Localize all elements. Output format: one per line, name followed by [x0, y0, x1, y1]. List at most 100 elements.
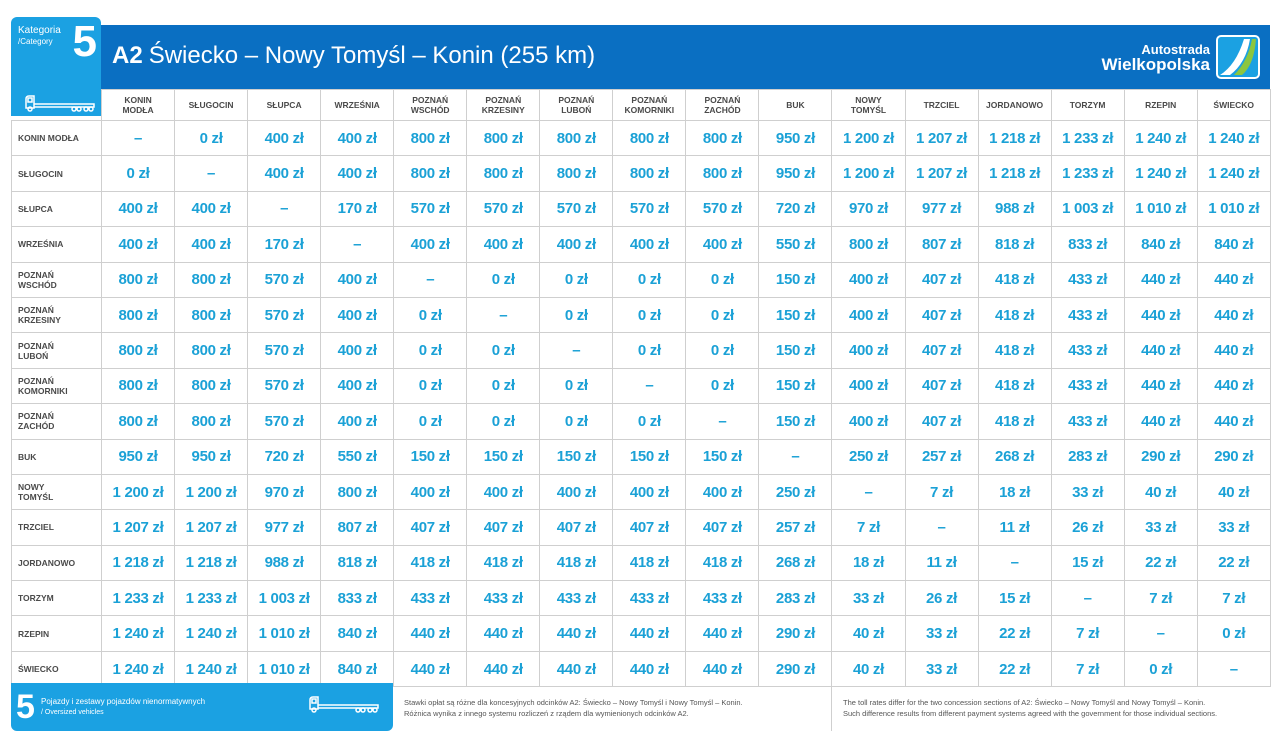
column-header-text: MODŁA: [122, 105, 154, 115]
row-header-text: TOMYŚL: [18, 492, 54, 503]
row-header-text: TRZCIEL: [18, 522, 54, 533]
category-badge: Kategoria /Category 5: [11, 17, 101, 116]
toll-cell: 150 zł: [612, 438, 687, 475]
toll-cell: 400 zł: [831, 332, 906, 369]
toll-cell: 0 zł: [1196, 615, 1271, 652]
toll-cell: 250 zł: [831, 438, 906, 475]
toll-cell: 150 zł: [758, 403, 833, 440]
column-header: POZNAŃ KRZESINY: [466, 89, 541, 121]
row-header: KONIN MODŁA: [11, 119, 102, 157]
column-header-text: POZNAŃ: [412, 95, 449, 105]
toll-cell: 400 zł: [320, 367, 395, 405]
toll-cell: 1 240 zł: [174, 650, 249, 688]
toll-cell: 0 zł: [466, 261, 541, 298]
table-row: POZNAŃ ZACHÓD 800 zł 800 zł 570 zł 400 zł 0 zł…: [11, 403, 1271, 440]
table-row: SŁUPCA 400 zł 400 zł –170 zł 570 zł 570 zł 570…: [11, 190, 1271, 228]
toll-cell: 800 zł: [685, 155, 760, 192]
toll-cell: 1 240 zł: [174, 615, 249, 652]
toll-cell: 290 zł: [1123, 438, 1198, 475]
toll-cell: 1 240 zł: [1196, 119, 1271, 157]
route-title: Świecko – Nowy Tomyśl – Konin (255 km): [148, 42, 596, 69]
toll-cell: –: [831, 473, 906, 511]
toll-cell: 400 zł: [320, 261, 395, 298]
toll-cell: 7 zł: [831, 509, 906, 546]
toll-cell: 0 zł: [466, 367, 541, 405]
toll-cell: 0 zł: [539, 403, 614, 440]
table-row: TORZYM 1 233 zł 1 233 zł 1 003 zł 833 zł 433 …: [11, 580, 1271, 617]
table-row: POZNAŃ LUBOŃ 800 zł 800 zł 570 zł 400 zł 0 zł 0…: [11, 332, 1271, 369]
toll-cell: 440 zł: [539, 650, 614, 688]
toll-cell: 440 zł: [1123, 332, 1198, 369]
toll-cell: 400 zł: [174, 226, 249, 263]
category-label-en: /Category: [18, 37, 53, 46]
toll-cell: 440 zł: [685, 650, 760, 688]
toll-cell: 800 zł: [685, 119, 760, 157]
toll-cell: 407 zł: [393, 509, 468, 546]
toll-cell: 1 003 zł: [247, 580, 322, 617]
row-header: NOWY TOMYŚL: [11, 473, 102, 511]
toll-cell: 407 zł: [904, 261, 979, 298]
toll-cell: 257 zł: [758, 509, 833, 546]
toll-cell: 833 zł: [1050, 226, 1125, 263]
toll-cell: 407 zł: [904, 367, 979, 405]
toll-cell: 1 218 zł: [977, 119, 1052, 157]
note-en-line2: Such difference results from different p…: [843, 709, 1218, 718]
toll-cell: 150 zł: [685, 438, 760, 475]
legend-text: Pojazdy i zestawy pojazdów nienormatywny…: [41, 696, 205, 718]
table-row: POZNAŃ KRZESINY 800 zł 800 zł 570 zł 400 zł 0 …: [11, 296, 1271, 334]
toll-cell: 0 zł: [612, 296, 687, 334]
toll-cell: 1 240 zł: [1123, 155, 1198, 192]
toll-cell: –: [320, 226, 395, 263]
toll-cell: 800 zł: [466, 119, 541, 157]
column-header: POZNAŃ KOMORNIKI: [612, 89, 687, 121]
toll-cell: 0 zł: [466, 403, 541, 440]
toll-cell: 840 zł: [1196, 226, 1271, 263]
toll-cell: 440 zł: [1196, 261, 1271, 298]
row-header: TRZCIEL: [11, 509, 102, 546]
toll-cell: 150 zł: [539, 438, 614, 475]
row-header: SŁUGOCIN: [11, 155, 102, 192]
toll-cell: 418 zł: [977, 296, 1052, 334]
row-header-text: POZNAŃ: [18, 269, 54, 280]
page-title: A2 Świecko – Nowy Tomyśl – Konin (255 km): [112, 41, 595, 71]
row-header-text: POZNAŃ: [18, 340, 54, 351]
row-header-text: RZEPIN: [18, 628, 50, 639]
toll-cell: 1 233 zł: [100, 580, 176, 617]
toll-cell: 418 zł: [977, 367, 1052, 405]
toll-cell: 988 zł: [247, 544, 322, 582]
toll-cell: 977 zł: [904, 190, 979, 228]
toll-cell: 0 zł: [466, 332, 541, 369]
row-header: POZNAŃ KOMORNIKI: [11, 367, 102, 405]
row-header: TORZYM: [11, 580, 102, 617]
toll-cell: 0 zł: [685, 261, 760, 298]
toll-cell: 570 zł: [247, 261, 322, 298]
toll-cell: 407 zł: [612, 509, 687, 546]
toll-cell: 400 zł: [174, 190, 249, 228]
row-header: POZNAŃ WSCHÓD: [11, 261, 102, 298]
toll-cell: 800 zł: [320, 473, 395, 511]
column-header-text: BUK: [786, 100, 805, 110]
toll-cell: 170 zł: [320, 190, 395, 228]
toll-cell: 7 zł: [1050, 650, 1125, 688]
toll-cell: 0 zł: [393, 332, 468, 369]
table-corner: [12, 90, 102, 121]
toll-cell: 418 zł: [977, 403, 1052, 440]
column-header-text: LUBOŃ: [561, 105, 592, 115]
toll-cell: 800 zł: [100, 332, 176, 369]
toll-cell: 800 zł: [612, 155, 687, 192]
toll-cell: 1 200 zł: [174, 473, 249, 511]
toll-cell: 0 zł: [393, 403, 468, 440]
row-header: SŁUPCA: [11, 190, 102, 228]
toll-cell: 1 240 zł: [100, 650, 176, 688]
toll-cell: 550 zł: [320, 438, 395, 475]
toll-cell: 33 zł: [831, 580, 906, 617]
toll-cell: 950 zł: [174, 438, 249, 475]
toll-cell: 800 zł: [174, 261, 249, 298]
toll-cell: 807 zł: [320, 509, 395, 546]
column-header: RZEPIN: [1123, 89, 1198, 121]
row-header-text: BUK: [18, 451, 37, 462]
toll-cell: 440 zł: [1196, 403, 1271, 440]
row-header-text: NOWY: [18, 482, 45, 493]
column-header-text: POZNAŃ: [704, 95, 741, 105]
row-header-text: SŁUPCA: [18, 203, 53, 214]
